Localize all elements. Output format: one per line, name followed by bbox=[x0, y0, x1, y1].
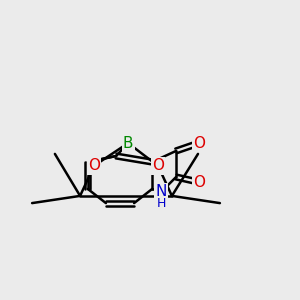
Text: H: H bbox=[156, 196, 166, 210]
Text: O: O bbox=[193, 136, 205, 151]
Text: O: O bbox=[152, 158, 164, 173]
Text: B: B bbox=[123, 136, 133, 151]
Text: O: O bbox=[193, 175, 205, 190]
Text: O: O bbox=[88, 158, 100, 173]
Text: N: N bbox=[155, 184, 167, 200]
